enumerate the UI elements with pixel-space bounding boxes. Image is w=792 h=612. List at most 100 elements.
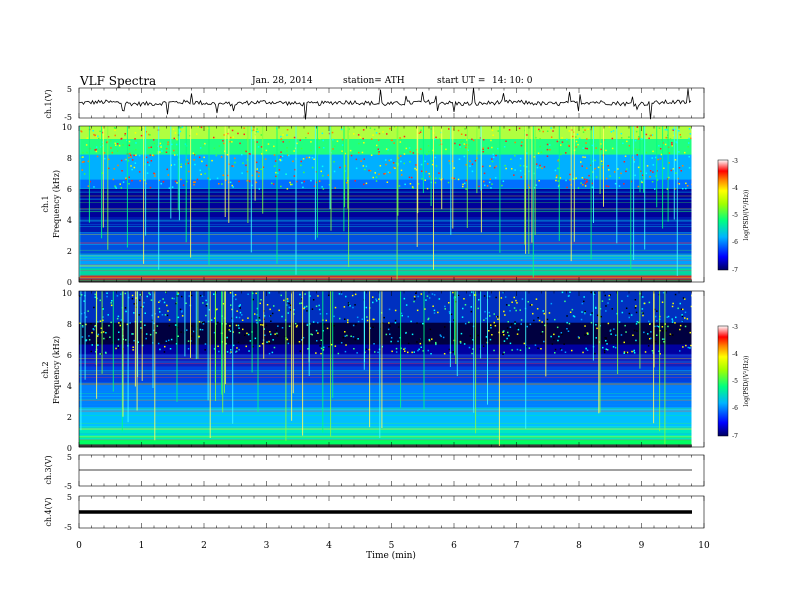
spectrogram-speckle xyxy=(257,131,259,133)
ch2-colorbar xyxy=(717,325,729,437)
spectrogram-speckle xyxy=(196,133,198,135)
spectrogram-speckle xyxy=(451,177,453,179)
spectrogram-speckle xyxy=(192,330,195,333)
spectrogram-speckle xyxy=(166,168,168,171)
ch1-spectrogram-yticks: 10 8 6 4 2 0 xyxy=(62,123,72,287)
spectrogram-speckle xyxy=(140,321,142,323)
spectrogram-speckle xyxy=(167,143,169,146)
spectrogram-speckle xyxy=(585,142,587,144)
spectrogram-speckle xyxy=(484,184,486,187)
spectrogram-speckle xyxy=(228,329,230,331)
spectrogram-speckle xyxy=(149,186,152,189)
spectrogram-speckle xyxy=(635,339,637,342)
spectrogram-speckle xyxy=(350,335,352,337)
spectrogram-speckle xyxy=(591,312,593,314)
spectrogram-speckle xyxy=(278,169,281,171)
spectrogram-speckle xyxy=(611,308,613,310)
spectrogram-speckle xyxy=(125,177,127,180)
spectrogram-speckle xyxy=(274,333,276,335)
spectrogram-speckle xyxy=(242,328,244,331)
spectrogram-speckle xyxy=(280,185,282,188)
spectrogram-speckle xyxy=(523,165,525,167)
spectrogram-speckle xyxy=(407,351,409,354)
spectrogram-speckle xyxy=(204,142,206,145)
spectrogram-speckle xyxy=(323,346,325,349)
spectrogram-speckle xyxy=(604,337,606,339)
spectrogram-speckle xyxy=(339,166,341,169)
spectrogram-speckle xyxy=(313,185,316,187)
spectrogram-speckle xyxy=(600,160,603,162)
spectrogram-speckle xyxy=(489,178,491,180)
spectrogram-speckle xyxy=(425,299,427,301)
spectrogram-speckle xyxy=(286,304,288,306)
spectrogram-speckle xyxy=(674,293,677,296)
spectrogram-speckle xyxy=(116,317,119,320)
spectrogram-speckle xyxy=(347,304,350,306)
spectrogram-speckle xyxy=(680,136,682,138)
spectrogram-speckle xyxy=(205,164,208,167)
spectrogram-speckle xyxy=(404,183,406,186)
spectrogram-speckle xyxy=(352,306,354,309)
spectrogram-speckle xyxy=(533,156,535,158)
spectrogram-speckle xyxy=(648,137,650,140)
spectrogram-speckle xyxy=(320,339,322,341)
spectrogram-speckle xyxy=(448,160,450,162)
spectrogram-speckle xyxy=(509,326,512,328)
spectrogram-speckle xyxy=(511,349,513,351)
spectrogram-speckle xyxy=(334,187,336,189)
spectrogram-speckle xyxy=(160,182,162,185)
spectrogram-speckle xyxy=(300,302,303,304)
spectrogram-speckle xyxy=(422,322,424,325)
spectrogram-speckle xyxy=(377,139,380,141)
spectrogram-speckle xyxy=(130,165,132,167)
spectrogram-speckle xyxy=(149,293,151,296)
spectrogram-speckle xyxy=(566,315,568,317)
spectrogram-speckle xyxy=(328,346,330,348)
spectrogram-speckle xyxy=(663,338,665,340)
ch2-ytick-4: 4 xyxy=(67,382,72,391)
spectrogram-speckle xyxy=(355,158,358,161)
spectrogram-speckle xyxy=(320,352,322,355)
spectrogram-speckle xyxy=(107,167,110,170)
spectrogram-speckle xyxy=(153,329,155,332)
spectrogram-speckle xyxy=(486,185,489,187)
spectrogram-speckle xyxy=(621,311,624,314)
spectrogram-speckle xyxy=(82,160,85,163)
spectrogram-speckle xyxy=(407,342,410,345)
spectrogram-speckle xyxy=(129,322,131,324)
spectrogram-speckle xyxy=(485,339,488,341)
spectrogram-speckle xyxy=(394,319,397,322)
spectrogram-speckle xyxy=(269,308,271,311)
spectrogram-speckle xyxy=(548,312,551,314)
spectrogram-speckle xyxy=(513,296,515,299)
spectrogram-speckle xyxy=(554,348,557,351)
spectrogram-speckle xyxy=(341,138,344,141)
spectrogram-speckle xyxy=(256,128,258,130)
spectrogram-speckle xyxy=(244,149,247,152)
spectrogram-speckle xyxy=(97,341,99,344)
spectrogram-speckle xyxy=(390,337,393,339)
spectrogram-speckle xyxy=(637,321,640,324)
spectrogram-speckle xyxy=(89,180,91,183)
spectrogram-speckle xyxy=(142,305,144,308)
spectrogram-speckle xyxy=(645,133,648,136)
spectrogram-speckle xyxy=(561,141,564,143)
spectrogram-speckle xyxy=(689,133,692,135)
spectrogram-speckle xyxy=(213,331,216,334)
spectrogram-speckle xyxy=(658,145,660,147)
spectrogram-speckle xyxy=(636,330,638,332)
spectrogram-speckle xyxy=(521,298,524,300)
spectrogram-speckle xyxy=(505,167,507,170)
spectrogram-speckle xyxy=(610,131,613,133)
spectrogram-speckle xyxy=(529,323,532,326)
spectrogram-speckle xyxy=(168,339,170,342)
spectrogram-speckle xyxy=(159,348,161,351)
spectrogram-speckle xyxy=(655,156,657,159)
spectrogram-speckle xyxy=(671,142,673,144)
spectrogram-speckle xyxy=(148,146,150,149)
spectrogram-speckle xyxy=(201,160,203,163)
spectrogram-speckle xyxy=(211,159,213,162)
spectrogram-speckle xyxy=(658,127,661,129)
spectrogram-speckle xyxy=(239,142,241,145)
spectrogram-speckle xyxy=(321,186,323,188)
